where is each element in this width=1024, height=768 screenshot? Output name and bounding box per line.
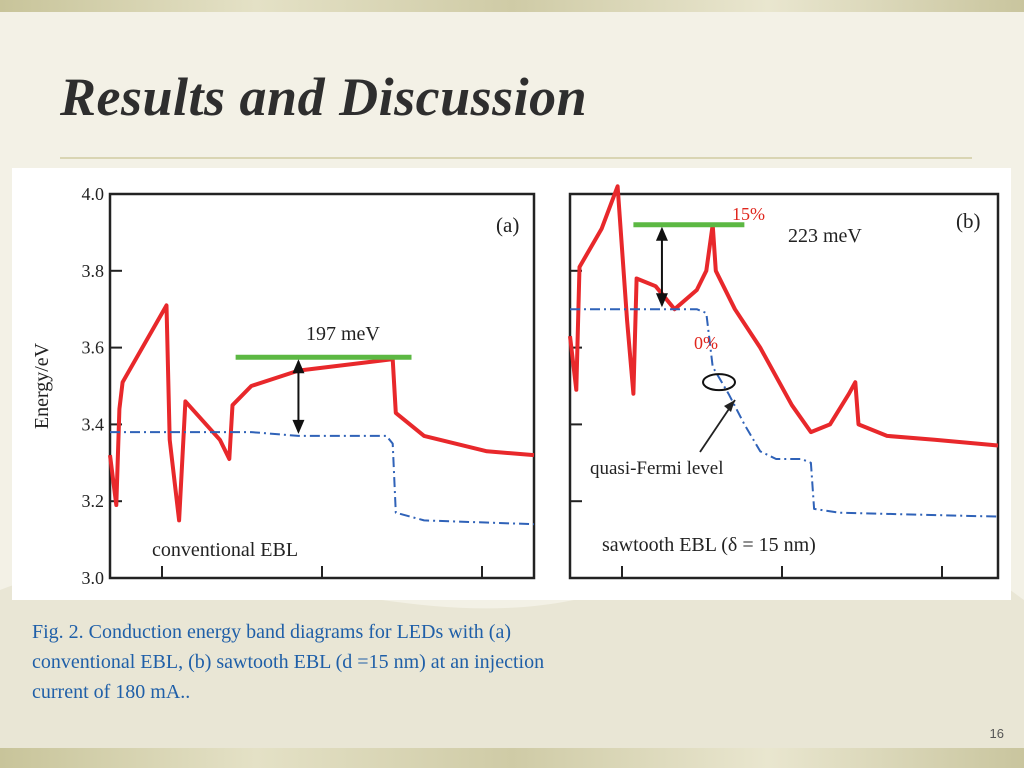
slide-title: Results and Discussion bbox=[60, 67, 588, 127]
y-tick-label: 4.0 bbox=[82, 184, 105, 204]
panel-a-label: (a) bbox=[496, 213, 519, 237]
fermi-level-ellipse bbox=[702, 373, 737, 392]
percent-0-label: 0% bbox=[694, 333, 718, 353]
caption-line-2: conventional EBL, (b) sawtooth EBL (d =1… bbox=[32, 651, 545, 673]
quasi-fermi-level-a bbox=[110, 431, 535, 526]
top-decor-band bbox=[0, 0, 1024, 12]
percent-15-label: 15% bbox=[732, 204, 765, 224]
figure-caption: Fig. 2. Conduction energy band diagrams … bbox=[32, 617, 732, 707]
panel-a-frame bbox=[108, 192, 536, 580]
quasi-fermi-label: quasi-Fermi level bbox=[590, 458, 724, 479]
bottom-decor-band bbox=[0, 748, 1024, 768]
conduction-band-a bbox=[108, 303, 535, 523]
panel-a-annotation: conventional EBL bbox=[152, 539, 298, 561]
plot-b bbox=[568, 184, 999, 518]
arrowhead-down-a bbox=[292, 419, 305, 434]
barrier-label-a: 197 meV bbox=[306, 323, 380, 345]
barrier-label-b: 223 meV bbox=[788, 225, 862, 247]
caption-line-1: Fig. 2. Conduction energy band diagrams … bbox=[32, 621, 511, 643]
arrowhead-down-b bbox=[655, 293, 668, 308]
quasi-fermi-level-b bbox=[570, 308, 999, 518]
y-tick-label: 3.0 bbox=[82, 568, 105, 588]
y-tick-label: 3.2 bbox=[82, 491, 105, 511]
fermi-pointer-arrowhead bbox=[724, 400, 735, 412]
y-tick-label: 3.6 bbox=[82, 338, 105, 358]
caption-line-3: current of 180 mA.. bbox=[32, 681, 191, 703]
panel-b-label: (b) bbox=[956, 209, 981, 233]
arrowhead-up-a bbox=[292, 359, 305, 374]
plot-a bbox=[108, 303, 535, 526]
y-axis-label: Energy/eV bbox=[31, 342, 53, 429]
y-axis-a: 3.0 3.2 3.4 3.6 3.8 4.0 bbox=[82, 184, 943, 588]
band-diagram-figure: 3.0 3.2 3.4 3.6 3.8 4.0 Energy/eV (a) convent… bbox=[31, 184, 1000, 588]
panel-b-frame bbox=[568, 192, 1000, 580]
y-tick-label: 3.8 bbox=[82, 261, 105, 281]
page-number: 16 bbox=[989, 726, 1004, 741]
panel-b-annotation: sawtooth EBL (δ = 15 nm) bbox=[602, 534, 816, 556]
figure-panel: 3.0 3.2 3.4 3.6 3.8 4.0 Energy/eV (a) convent… bbox=[12, 168, 1011, 600]
title-divider bbox=[60, 157, 972, 159]
y-tick-label: 3.4 bbox=[82, 414, 105, 434]
arrowhead-up-b bbox=[655, 226, 668, 241]
